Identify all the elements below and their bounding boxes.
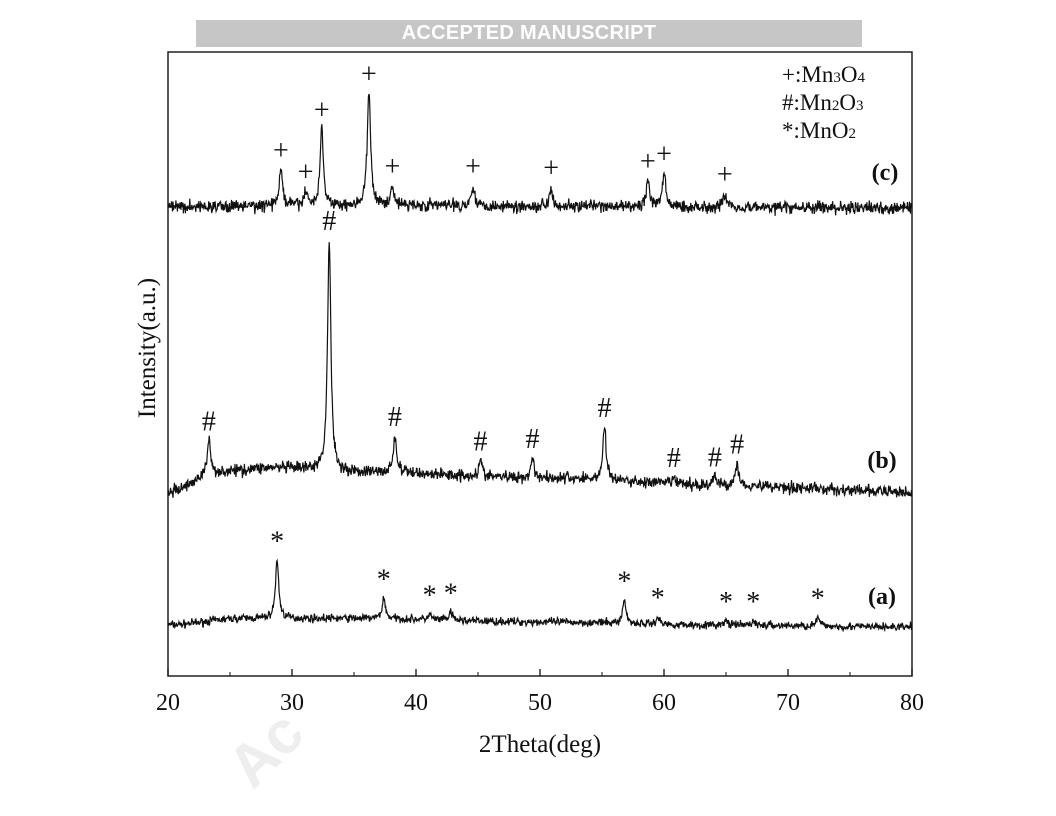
- peak-marker: #: [473, 427, 487, 458]
- x-tick-label: 60: [652, 690, 676, 716]
- x-tick-label: 70: [776, 690, 800, 716]
- peak-marker: +: [273, 136, 289, 167]
- peak-marker: #: [667, 443, 681, 474]
- peak-marker: #: [730, 429, 744, 460]
- peak-marker: +: [640, 147, 656, 178]
- peak-marker: +: [361, 59, 377, 90]
- peak-marker: *: [423, 581, 437, 612]
- peak-marker: +: [543, 153, 559, 184]
- x-tick-label: 20: [156, 690, 180, 716]
- peak-marker: +: [465, 151, 481, 182]
- peak-marker: #: [526, 424, 540, 455]
- x-axis-ticks: 20 30 40 50 60 70 80: [156, 669, 924, 716]
- series-curve-1: [167, 242, 913, 498]
- series-label: (a): [868, 584, 896, 610]
- peak-marker: *: [719, 587, 733, 618]
- peak-marker: #: [597, 393, 611, 424]
- x-tick-label: 80: [900, 690, 924, 716]
- accepted-manuscript-banner: ACCEPTED MANUSCRIPT: [196, 20, 862, 47]
- y-axis-label: Intensity(a.u.): [134, 278, 161, 418]
- peak-markers: *** * ** * * *#### ### # #+++++ + + + ++: [202, 59, 825, 618]
- legend: +:Mn3O4 #:Mn2O3 *:MnO2: [782, 62, 865, 143]
- peak-marker: +: [717, 160, 733, 191]
- peak-marker: #: [388, 402, 402, 433]
- legend-entry: #:Mn2O3: [782, 90, 863, 115]
- peak-marker: *: [377, 564, 391, 595]
- series-label: (c): [872, 160, 899, 186]
- peak-marker: #: [708, 442, 722, 473]
- series-curve-2: [167, 93, 913, 216]
- x-tick-label: 40: [404, 690, 428, 716]
- series-curve-0: [167, 558, 913, 633]
- peak-marker: *: [617, 566, 631, 597]
- series-labels: (a) (b) (c): [867, 160, 898, 610]
- peak-marker: #: [322, 206, 336, 237]
- peak-marker: +: [314, 95, 330, 126]
- legend-entry: *:MnO2: [782, 118, 856, 143]
- peak-marker: *: [811, 583, 825, 614]
- series-curves: [167, 93, 913, 633]
- peak-marker: *: [651, 583, 665, 614]
- peak-marker: *: [444, 578, 458, 609]
- x-tick-label: 30: [280, 690, 304, 716]
- x-tick-label: 50: [528, 690, 552, 716]
- peak-marker: *: [746, 587, 760, 618]
- peak-marker: +: [298, 157, 314, 188]
- x-axis-label: 2Theta(deg): [479, 731, 601, 758]
- peak-marker: #: [202, 407, 216, 438]
- series-label: (b): [867, 448, 896, 474]
- peak-marker: *: [270, 527, 284, 558]
- peak-marker: +: [385, 151, 401, 182]
- peak-marker: +: [656, 139, 672, 170]
- legend-entry: +:Mn3O4: [782, 62, 865, 87]
